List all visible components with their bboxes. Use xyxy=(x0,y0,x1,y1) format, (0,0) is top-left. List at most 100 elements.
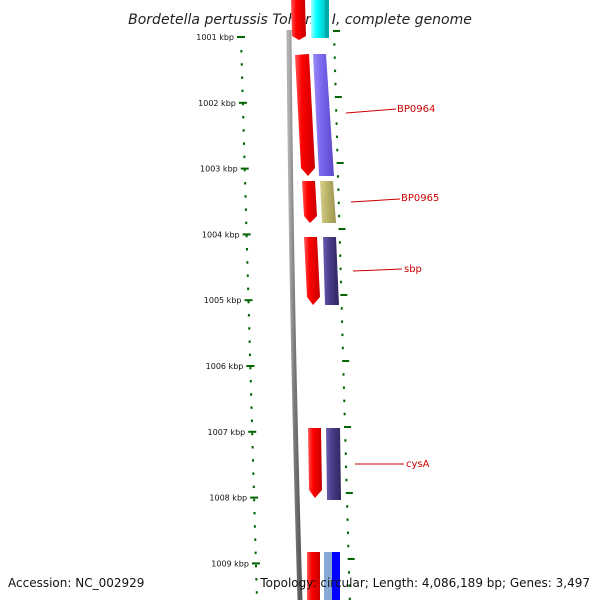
ruler-dot xyxy=(242,129,245,132)
ruler-dot xyxy=(255,564,258,568)
gene-track xyxy=(291,0,341,600)
ruler-dot xyxy=(243,142,245,145)
ruler-dot xyxy=(344,426,351,428)
kbp-tick-label: 1005 kbp xyxy=(204,296,242,305)
gene-plus-BP0964[interactable] xyxy=(313,54,334,176)
ruler-dot xyxy=(252,485,255,489)
gene-minus-top-partial[interactable] xyxy=(291,0,306,40)
gene-minus-BP0965[interactable] xyxy=(302,181,317,223)
ruler-dot xyxy=(241,89,244,93)
ruler-dots-left xyxy=(240,50,258,594)
accession-text: Accession: NC_002929 xyxy=(8,576,145,590)
ruler-dot xyxy=(335,109,338,112)
ruler-dot xyxy=(339,280,342,284)
ruler-dot xyxy=(347,544,350,548)
ruler-dot xyxy=(247,287,250,291)
ruler-dot xyxy=(335,122,338,125)
gene-plus-bottom-partial-blue[interactable] xyxy=(332,552,340,600)
ruler-dot xyxy=(241,102,244,106)
ruler-dot xyxy=(254,551,257,555)
ruler-dot xyxy=(347,558,355,560)
ruler-dot xyxy=(253,525,256,528)
ruler-dot xyxy=(346,518,349,521)
ruler-dot xyxy=(346,505,349,508)
ruler-dot xyxy=(251,446,254,449)
ruler-dot xyxy=(338,241,341,244)
gene-minus-cysA[interactable] xyxy=(308,428,322,498)
ruler-dot xyxy=(338,228,346,230)
gene-plus-sbp[interactable] xyxy=(323,237,339,305)
ruler-dot xyxy=(343,412,346,416)
ruler-dot xyxy=(345,478,348,482)
label-line-BP0965 xyxy=(350,198,401,203)
kbp-tick-label: 1002 kbp xyxy=(198,99,236,108)
kbp-tick-label: 1004 kbp xyxy=(202,230,240,239)
genome-backbone xyxy=(286,29,303,600)
kbp-tick-label: 1001 kbp xyxy=(196,33,234,42)
ruler-dot xyxy=(247,300,250,304)
ruler-dot xyxy=(346,531,349,535)
label-BP0965[interactable]: BP0965 xyxy=(401,193,439,204)
ruler-dot xyxy=(255,578,258,581)
topology-text: Topology: circular; Length: 4,086,189 bp… xyxy=(260,576,590,590)
ruler-dot xyxy=(241,76,244,79)
label-sbp[interactable]: sbp xyxy=(404,264,422,275)
ruler-dot xyxy=(246,248,249,251)
ruler-dot xyxy=(249,353,252,357)
ruler-dot xyxy=(244,208,247,211)
ruler-dot xyxy=(245,221,248,225)
ruler-dot xyxy=(250,393,253,396)
gene-plus-top-partial[interactable] xyxy=(311,0,325,38)
ruler-dot xyxy=(253,512,256,515)
ruler-dot xyxy=(252,472,255,475)
kbp-tick-label: 1008 kbp xyxy=(209,494,247,503)
ruler-dot xyxy=(333,43,336,46)
ruler-dot xyxy=(344,439,347,442)
ruler-dot xyxy=(240,50,243,53)
gene-minus-bottom-partial[interactable] xyxy=(307,552,320,600)
ruler-dot xyxy=(348,597,351,600)
ruler-dot xyxy=(243,168,246,172)
gene-minus-BP0964[interactable] xyxy=(295,54,315,176)
ruler-dot xyxy=(341,333,344,337)
kbp-tick-label: 1007 kbp xyxy=(208,428,246,437)
ruler-dot xyxy=(337,201,340,205)
ruler-dot xyxy=(247,314,250,317)
label-line-sbp xyxy=(352,268,403,272)
ruler-dot xyxy=(337,188,340,191)
label-BP0964[interactable]: BP0964 xyxy=(397,104,435,115)
label-cysA[interactable]: cysA xyxy=(406,459,430,470)
gene-labels: BP0964 BP0965 sbp cysA xyxy=(345,104,439,470)
ruler-dot xyxy=(334,82,337,86)
ruler-dot xyxy=(334,69,337,73)
ruler-dot xyxy=(246,274,249,277)
ruler-dot xyxy=(249,366,252,370)
ruler-dot xyxy=(342,373,345,376)
ruler-dot xyxy=(240,63,243,66)
ruler-dot xyxy=(251,432,254,436)
ruler-dot xyxy=(342,360,350,362)
ruler-dot xyxy=(336,162,344,164)
ruler-dot xyxy=(333,30,340,32)
gene-plus-bottom-partial-light[interactable] xyxy=(324,552,332,600)
ruler-dot xyxy=(342,386,345,389)
ruler-dot xyxy=(341,320,344,323)
kbp-ruler: 1001 kbp 1002 kbp 1003 kbp 1004 kbp 1005 kbp… xyxy=(196,33,260,568)
ruler-dot xyxy=(345,492,353,494)
ruler-dot xyxy=(248,327,251,330)
ruler-dot xyxy=(254,538,257,541)
ruler-dot xyxy=(335,135,338,139)
ruler-dot xyxy=(348,584,351,587)
kbp-tick-label: 1003 kbp xyxy=(200,165,238,174)
ruler-dot xyxy=(333,56,336,59)
ruler-dot xyxy=(250,419,253,423)
kbp-tick-label: 1009 kbp xyxy=(211,559,249,568)
ruler-dot xyxy=(243,155,246,159)
ruler-dot xyxy=(245,234,248,238)
label-line-BP0964 xyxy=(345,108,397,114)
gene-plus-BP0965[interactable] xyxy=(320,181,336,223)
gene-minus-sbp[interactable] xyxy=(304,237,320,305)
ruler-dot xyxy=(246,261,249,264)
gene-plus-cysA[interactable] xyxy=(326,428,341,500)
ruler-dots-right xyxy=(333,30,355,600)
